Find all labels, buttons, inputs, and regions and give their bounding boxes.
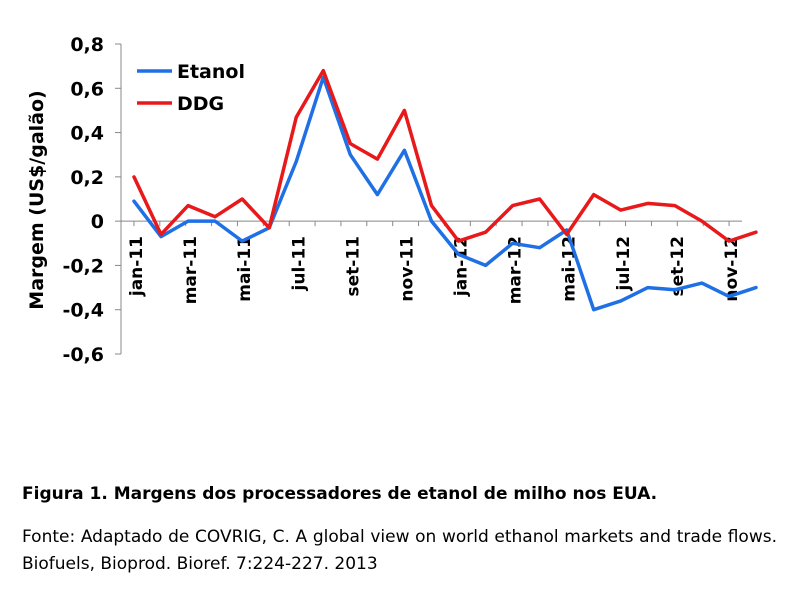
x-tick-label: set-11 (343, 236, 363, 297)
x-tick-label: mai-12 (560, 236, 580, 302)
y-tick-label: -0,6 (62, 344, 104, 366)
legend-label-etanol: Etanol (177, 61, 245, 83)
y-tick-label: 0,2 (70, 167, 104, 189)
series-line-ddg (132, 68, 758, 243)
x-tick-label: set-12 (668, 236, 688, 297)
y-tick-label: -0,2 (62, 255, 104, 277)
x-tick-label: jul-12 (614, 236, 634, 291)
y-axis-label: Margem (US$/galão) (26, 90, 48, 309)
y-tick-label: 0,8 (70, 34, 104, 56)
legend-label-ddg: DDG (177, 93, 224, 115)
y-tick-label: -0,4 (62, 300, 104, 322)
legend: Etanol DDG (137, 61, 245, 115)
x-tick-label: jan-12 (452, 236, 472, 297)
figure-caption-source: Fonte: Adaptado de COVRIG, C. A global v… (22, 527, 777, 574)
x-tick-label: mai-11 (235, 236, 255, 302)
x-tick-label: nov-12 (722, 236, 742, 302)
line-chart: 0,8 0,6 0,4 0,2 0 -0,2 -0,4 -0,6 jan-11 mar-11 ma… (26, 34, 758, 366)
x-tick-label: mar-12 (506, 236, 526, 304)
series-lines (132, 68, 758, 312)
x-tick-label: mar-11 (181, 236, 201, 304)
figure-caption-title: Figura 1. Margens dos processadores de e… (22, 484, 658, 504)
x-tick-labels: jan-11 mar-11 mai-11 jul-11 set-11 nov-11 jan-… (127, 236, 742, 304)
x-tick-label: jan-11 (127, 236, 147, 297)
y-tick-label: 0,6 (70, 78, 104, 100)
series-line-etanol (132, 75, 758, 312)
y-tick-labels: 0,8 0,6 0,4 0,2 0 -0,2 -0,4 -0,6 (62, 34, 104, 366)
y-tick-label: 0 (91, 211, 104, 233)
x-tick-label: jul-11 (289, 236, 309, 291)
y-tick-label: 0,4 (70, 123, 104, 145)
x-tick-label: nov-11 (397, 236, 417, 302)
